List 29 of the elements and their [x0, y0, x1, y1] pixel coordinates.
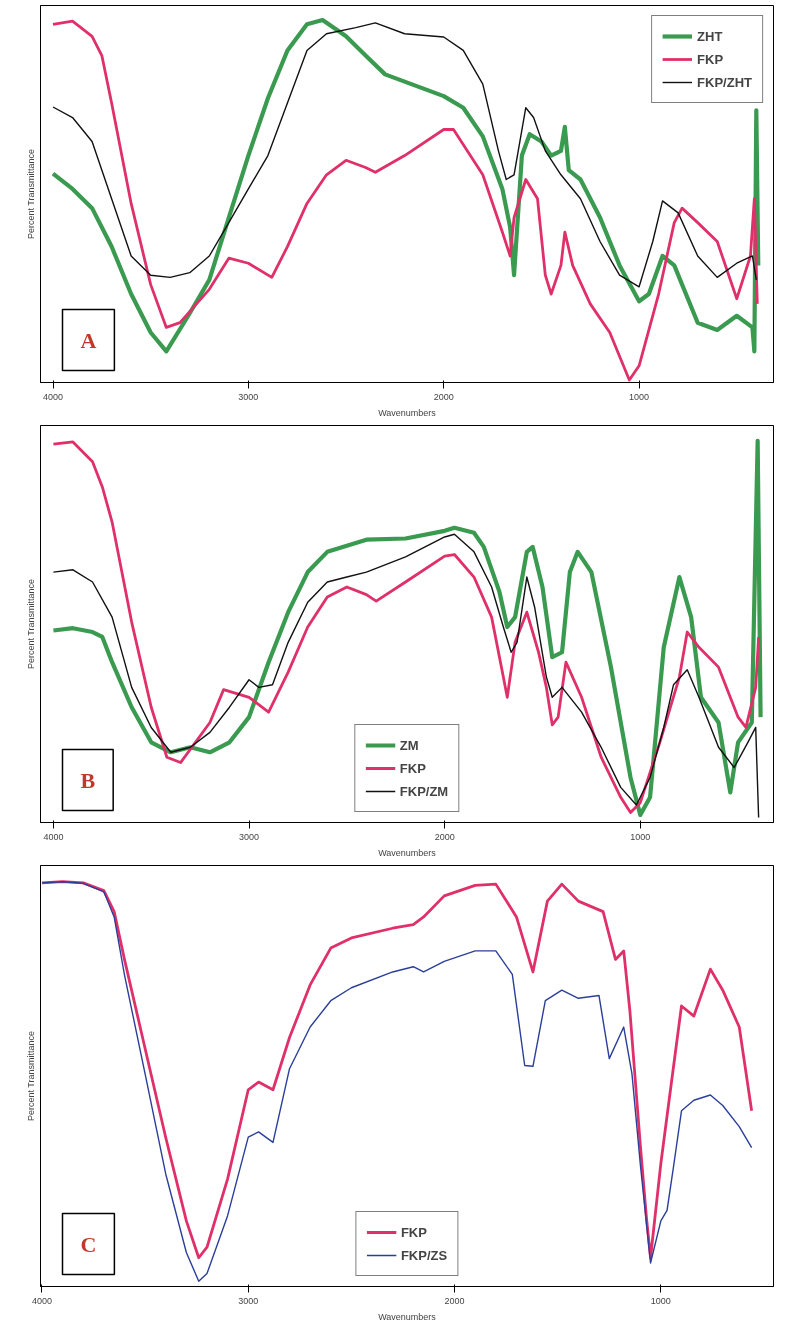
y-axis-title: Percent Transmittance	[25, 149, 36, 240]
x-axis-title: Wavenumbers	[378, 407, 437, 418]
legend-label: FKP	[697, 51, 724, 67]
x-tick-label: 3000	[238, 1295, 259, 1306]
x-tick-label: 1000	[630, 831, 651, 842]
annotation: C	[80, 1231, 97, 1257]
legend-label: FKP/ZHT	[697, 74, 752, 90]
annotation: B	[80, 767, 96, 793]
x-tick-label: 3000	[239, 831, 260, 842]
legend-label: FKP	[399, 760, 426, 776]
legend-label: FKP/ZM	[399, 783, 449, 799]
legend-label: FKP/ZS	[400, 1247, 448, 1263]
legend-label: FKP	[400, 1224, 427, 1240]
legend-label: ZM	[399, 737, 420, 753]
x-tick-label: 3000	[238, 391, 259, 402]
legend-label: ZHT	[697, 28, 723, 44]
x-tick-label: 2000	[434, 831, 455, 842]
annotation: A	[80, 327, 97, 353]
x-tick-label: 4000	[42, 391, 64, 402]
x-axis-title: Wavenumbers	[378, 1311, 437, 1322]
y-axis-title: Percent Transmittance	[25, 1031, 36, 1122]
x-tick-label: 2000	[444, 1295, 465, 1306]
x-tick-label: 2000	[433, 391, 454, 402]
x-tick-label: 4000	[31, 1295, 52, 1306]
y-axis-title: Percent Transmittance	[25, 579, 36, 670]
x-tick-label: 1000	[629, 391, 650, 402]
x-axis-title: Wavenumbers	[378, 847, 437, 858]
x-tick-label: 1000	[650, 1295, 671, 1306]
x-tick-label: 4000	[43, 831, 64, 842]
